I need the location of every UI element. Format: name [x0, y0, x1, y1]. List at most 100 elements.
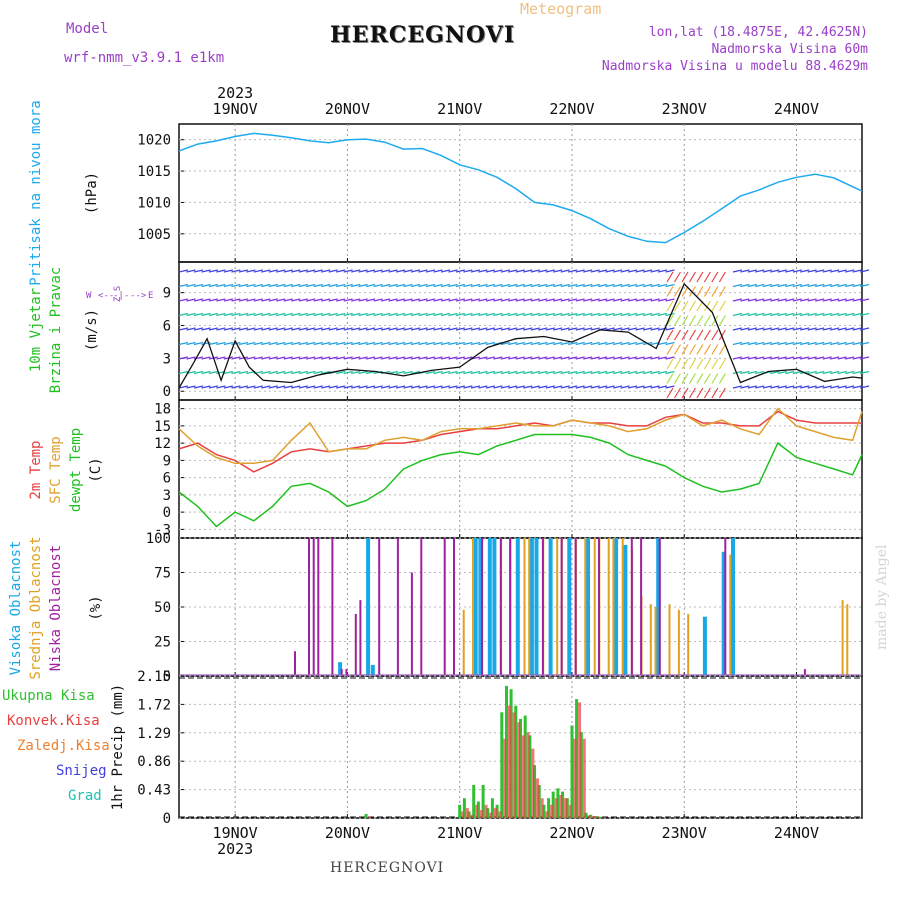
wind-barb	[718, 344, 726, 355]
wind-barb	[253, 385, 263, 389]
wind-barb	[313, 356, 323, 360]
wind-barb	[598, 269, 608, 273]
wind-barb	[523, 269, 533, 273]
wind-barb	[313, 327, 323, 331]
wind-barb	[216, 356, 226, 360]
cloud-bar-2	[541, 538, 544, 676]
wind-barb	[568, 356, 578, 360]
wind-barb	[291, 341, 301, 346]
wind-barb	[328, 283, 338, 288]
wind-barb	[313, 283, 323, 288]
wind-barb	[696, 344, 704, 355]
wind-barb	[298, 269, 308, 273]
wind-barb	[575, 312, 585, 317]
precip-bar-0	[598, 816, 602, 818]
wind-barb	[598, 341, 608, 346]
wind-barb	[515, 312, 525, 317]
wind-barb	[755, 298, 765, 302]
wind-barb	[373, 298, 383, 302]
wind-barb	[395, 298, 406, 302]
wind-barb	[186, 385, 196, 389]
wind-barb	[253, 327, 263, 331]
precip-bar-0	[476, 801, 480, 818]
cloud-bar-0	[731, 538, 735, 676]
wind-barb	[538, 385, 548, 389]
wind-barb	[358, 269, 368, 273]
wind-barb	[523, 385, 533, 389]
wind-barb	[231, 298, 241, 302]
wind-barb	[395, 269, 406, 273]
wind-barb	[770, 341, 780, 346]
wind-barb	[291, 385, 301, 389]
wind-barb	[523, 298, 533, 302]
wind-barb	[343, 298, 353, 302]
wind-barb	[351, 283, 361, 288]
wind-barb	[283, 385, 293, 389]
x-tick-label-top: 24NOV	[774, 100, 819, 118]
precip-bar-1	[512, 712, 516, 818]
wind-barb	[433, 356, 443, 360]
precip-bar-0	[589, 814, 593, 818]
y-tick-label-precip: 2.15	[137, 669, 171, 685]
wind-barb	[807, 385, 817, 389]
wind-barb	[777, 269, 787, 273]
wind-barb	[605, 385, 615, 389]
wind-barb	[711, 329, 719, 341]
wind-barb	[777, 327, 787, 331]
wind-barb	[238, 298, 249, 302]
x-tick-label-top: 23NOV	[662, 100, 707, 118]
wind-barb	[703, 358, 711, 370]
wind-barb	[186, 327, 196, 331]
wind-barb	[650, 312, 660, 317]
y-tick-label-cloud: 25	[154, 635, 171, 651]
wind-barb	[830, 298, 840, 302]
wind-barb	[500, 370, 511, 375]
wind-barb	[807, 327, 817, 331]
wind-barb	[351, 356, 361, 360]
wind-barb	[538, 283, 548, 288]
wind-barb	[515, 356, 525, 360]
wind-barb	[403, 370, 413, 375]
wind-barb	[627, 341, 638, 346]
wind-barb	[837, 283, 847, 288]
wind-barb	[837, 312, 847, 317]
wind-barb	[830, 356, 840, 360]
x-tick-label-bottom: 19NOV	[213, 824, 258, 842]
cloud-bar-2	[630, 538, 633, 676]
wind-barb	[770, 370, 780, 375]
wind-barb	[583, 341, 593, 346]
wind-barb	[410, 341, 421, 346]
wind-barb	[635, 283, 645, 288]
wind-barb	[463, 283, 473, 288]
wind-barb	[718, 358, 726, 370]
cloud-bar-1	[528, 538, 531, 676]
wind-barb	[740, 269, 750, 273]
wind-barb	[762, 341, 772, 346]
wind-ylabel-1: 10m Vjetar	[28, 288, 44, 372]
cloud-bar-2	[317, 538, 320, 676]
cloud-bar-2	[509, 538, 512, 676]
wind-barb	[306, 327, 316, 331]
wind-barb	[351, 269, 361, 273]
temp-line-0	[178, 410, 862, 473]
precip-bar-1	[592, 816, 596, 818]
wind-barb	[283, 341, 293, 346]
wind-barb	[246, 385, 256, 389]
wind-barb	[178, 269, 189, 273]
wind-barb	[231, 327, 241, 331]
y-tick-label-wind: 0	[163, 384, 171, 400]
cloud-bar-1	[556, 538, 559, 676]
wind-barb	[373, 327, 383, 331]
precip-bar-1	[601, 817, 605, 818]
wind-barb	[747, 283, 758, 288]
wind-barb	[291, 370, 301, 375]
wind-barb	[568, 312, 578, 317]
wind-barb	[792, 298, 802, 302]
temp-ylabel-sfc: SFC Temp	[48, 436, 64, 503]
wind-barb	[553, 385, 563, 389]
wind-barb	[807, 312, 817, 317]
cloud-bar-0	[478, 538, 483, 676]
wind-barb	[238, 385, 249, 389]
wind-barb	[478, 341, 488, 346]
wind-barb	[627, 356, 638, 360]
